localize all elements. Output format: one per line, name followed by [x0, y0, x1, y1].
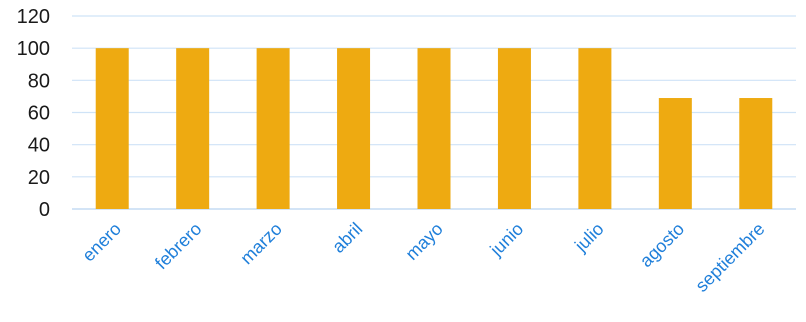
x-tick-label: agosto — [636, 219, 688, 271]
bar-febrero — [176, 48, 210, 209]
bar-junio — [497, 48, 531, 209]
bar-marzo — [256, 48, 290, 209]
y-tick-label: 0 — [39, 199, 50, 221]
y-tick-label: 80 — [28, 70, 50, 92]
y-tick-label: 100 — [17, 38, 50, 60]
x-tick-label: julio — [570, 219, 607, 256]
bar-abril — [337, 48, 371, 209]
y-tick-label: 20 — [28, 167, 50, 189]
x-tick-label: mayo — [402, 219, 447, 264]
bar-enero — [95, 48, 129, 209]
x-tick-label: abril — [328, 219, 366, 257]
x-tick-label: marzo — [236, 219, 286, 269]
x-tick-label: enero — [78, 219, 125, 266]
y-tick-label: 40 — [28, 135, 50, 157]
bar-agosto — [658, 98, 692, 209]
bar-mayo — [417, 48, 451, 209]
x-axis-ticks: enero febrero marzo abril mayo junio julio agos… — [78, 219, 768, 296]
x-tick-label: junio — [486, 219, 528, 261]
y-tick-label: 60 — [28, 103, 50, 125]
x-tick-label: septiembre — [691, 219, 768, 296]
y-axis-ticks: 0 20 40 60 80 100 120 — [17, 6, 50, 221]
bars — [95, 48, 773, 209]
bar-septiembre — [739, 98, 773, 209]
bar-julio — [578, 48, 612, 209]
y-tick-label: 120 — [17, 6, 50, 28]
x-tick-label: febrero — [151, 219, 205, 273]
